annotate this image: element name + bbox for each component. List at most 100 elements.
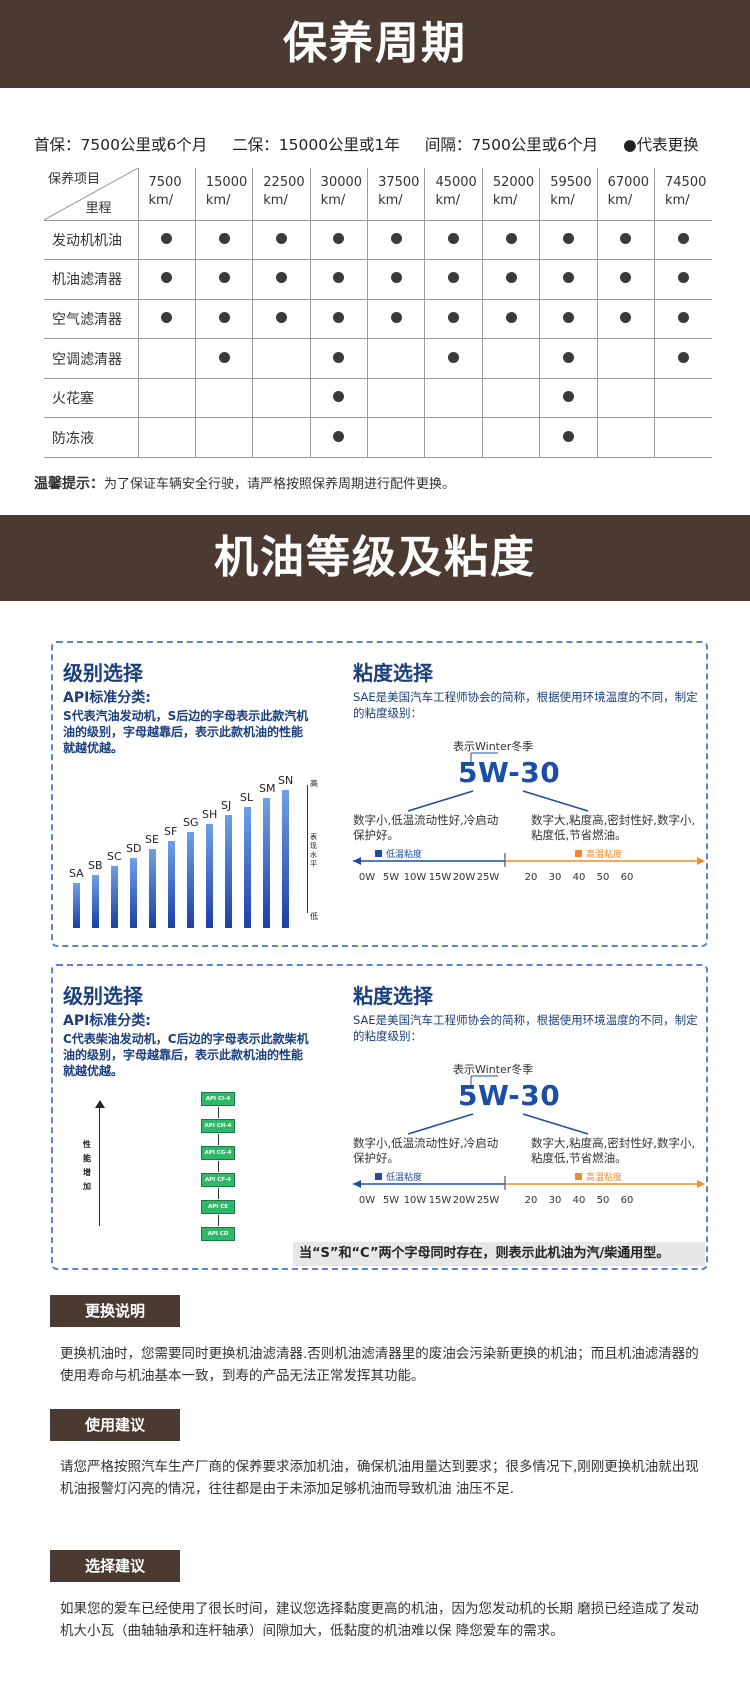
choice-section-title: 选择建议 — [50, 1550, 180, 1582]
table-cell — [424, 338, 483, 379]
table-row: 发动机机油 — [44, 220, 712, 261]
low-temp-tick: 25W — [476, 872, 500, 883]
mileage-header: 67000 km/ — [597, 168, 656, 221]
axis-high-label: 高 — [310, 779, 318, 788]
table-cell — [195, 378, 254, 419]
api-step-arrow — [218, 1134, 219, 1145]
replace-dot-icon — [505, 232, 517, 244]
axis-level-label: 表现水平 — [310, 833, 317, 868]
high-temp-tick: 50 — [596, 872, 610, 883]
grade-select-title: 级别选择 — [63, 984, 143, 1008]
grade-bar — [149, 849, 156, 928]
api-class-title: API标准分类: — [63, 1013, 151, 1029]
grade-bar — [282, 789, 289, 928]
replace-dot-icon — [562, 351, 574, 363]
table-cell — [252, 220, 311, 261]
replace-dot-icon — [505, 272, 517, 284]
performance-arrow — [99, 1106, 100, 1226]
table-cell — [424, 299, 483, 340]
high-temp-tick: 60 — [620, 872, 634, 883]
table-cell — [310, 259, 369, 300]
grade-label: SG — [183, 816, 199, 829]
maintenance-item-label: 火花塞 — [44, 378, 139, 419]
high-temp-tick: 20 — [524, 1195, 538, 1206]
mileage-header: 22500 km/ — [252, 168, 311, 221]
winter-label: 表示Winter冬季 — [453, 1063, 534, 1076]
table-cell — [539, 338, 598, 379]
second-service: 二保：15000公里或1年 — [232, 136, 400, 154]
table-cell — [482, 338, 541, 379]
table-cell — [252, 259, 311, 300]
table-cell — [195, 338, 254, 379]
replace-dot-icon — [678, 272, 689, 284]
api-class-title: API标准分类: — [63, 690, 151, 706]
api-level-box: API CH-4 — [201, 1119, 235, 1133]
replace-dot-icon — [161, 232, 173, 244]
table-cell — [482, 259, 541, 300]
replace-dot-icon — [620, 272, 632, 284]
low-temp-tick: 10W — [403, 872, 427, 883]
table-cell — [482, 220, 541, 261]
high-temp-tick: 50 — [596, 1195, 610, 1206]
mileage-header: 15000 km/ — [195, 168, 254, 221]
replace-dot-icon — [448, 351, 460, 363]
grade-label: SD — [126, 841, 142, 855]
replace-dot-icon — [275, 272, 287, 284]
table-cell — [539, 259, 598, 300]
table-cell — [654, 299, 712, 340]
table-cell — [138, 220, 196, 261]
replace-dot-icon — [678, 311, 689, 323]
table-cell — [252, 378, 311, 419]
grade-label: SF — [164, 824, 178, 838]
grade-label: SM — [259, 782, 276, 795]
table-header-row: 保养项目 里程 7500 km/15000 km/22500 km/30000 … — [44, 168, 712, 221]
gasoline-grade-desc: S代表汽油发动机，S后边的字母表示此款汽机油的级别，字母越靠后，表示此款机油的性… — [63, 709, 309, 755]
api-step-arrow — [218, 1215, 219, 1226]
replace-dot-icon — [562, 430, 574, 442]
high-temp-legend-label: 高温粘度 — [586, 1173, 623, 1183]
maintenance-item-label: 发动机机油 — [44, 220, 139, 261]
grade-bar — [92, 874, 99, 928]
api-level-box: API CG-4 — [201, 1146, 235, 1160]
table-cell — [310, 299, 369, 340]
tip-note: 温馨提示：为了保证车辆安全行驶，请严格按照保养周期进行配件更换。 — [34, 473, 455, 493]
maintenance-cycle-banner: 保养周期 — [0, 0, 750, 88]
api-level-box: API CD — [201, 1227, 235, 1241]
winter-label: 表示Winter冬季 — [453, 740, 534, 753]
grade-bar — [225, 815, 232, 928]
diesel-grade-desc: C代表柴油发动机，C后边的字母表示此款柴机油的级别，字母越靠后，表示此款机油的性… — [63, 1032, 309, 1078]
table-cell — [138, 259, 196, 300]
grade-label: SC — [107, 850, 122, 863]
low-number-note: 数字小,低温流动性好,冷启动保护好。 — [353, 1136, 499, 1165]
viscosity-grade: 5W-30 — [458, 756, 561, 789]
low-temp-tick: 15W — [428, 1195, 452, 1206]
corner-item-label: 保养项目 — [48, 172, 101, 187]
replace-dot-icon — [562, 391, 574, 403]
low-temp-tick: 0W — [358, 872, 376, 883]
high-temp-legend: 高温粘度 — [575, 847, 622, 860]
low-temp-tick: 25W — [476, 1195, 500, 1206]
table-cell — [424, 259, 483, 300]
table-cell — [367, 417, 426, 459]
api-level-box: API CF-4 — [201, 1173, 235, 1187]
replace-dot-icon — [333, 351, 345, 363]
table-cell — [195, 259, 254, 300]
grade-bar — [263, 798, 270, 928]
dot-legend: ●代表更换 — [623, 136, 699, 154]
low-temp-tick: 15W — [428, 872, 452, 883]
table-cell — [138, 417, 196, 459]
table-cell — [654, 338, 712, 379]
table-cell — [539, 378, 598, 419]
replace-dot-icon — [505, 311, 517, 323]
high-temp-tick: 20 — [524, 872, 538, 883]
table-cell — [654, 259, 712, 300]
table-cell — [597, 220, 656, 261]
square-icon — [375, 850, 382, 857]
table-cell — [424, 220, 483, 261]
table-cell — [482, 417, 541, 459]
mileage-header: 7500 km/ — [138, 168, 196, 221]
grade-label: SJ — [221, 799, 232, 812]
table-cell — [482, 299, 541, 340]
replace-dot-icon — [161, 311, 173, 323]
table-cell — [367, 378, 426, 419]
